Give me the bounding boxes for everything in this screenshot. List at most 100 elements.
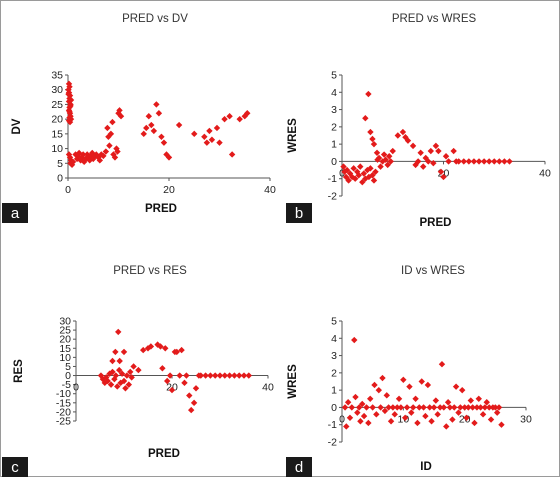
- data-point: [82, 155, 89, 163]
- data-point: [66, 108, 73, 115]
- data-point: [135, 366, 142, 374]
- data-point: [443, 423, 450, 430]
- chart-title: PRED vs RES: [113, 265, 187, 277]
- data-point: [236, 372, 243, 379]
- data-point: [359, 400, 366, 408]
- data-point: [178, 346, 185, 354]
- y-tick-label: 0: [57, 173, 63, 185]
- data-point: [116, 357, 123, 365]
- data-point: [418, 378, 425, 385]
- data-point: [197, 372, 204, 379]
- data-point: [434, 411, 441, 418]
- data-point: [451, 404, 458, 411]
- data-point: [444, 399, 452, 406]
- data-point: [477, 404, 484, 411]
- data-point: [483, 399, 490, 406]
- data-point: [343, 423, 350, 430]
- chart-panel-c: PRED vs RES-25-20-15-10-5051015202530020…: [2, 265, 274, 477]
- data-point: [383, 392, 390, 399]
- data-point: [430, 159, 437, 167]
- data-point: [435, 147, 442, 155]
- data-point: [385, 404, 392, 411]
- data-point: [192, 385, 200, 392]
- y-tick-label: 3: [331, 104, 337, 116]
- data-point: [426, 404, 433, 411]
- data-point: [473, 404, 481, 411]
- data-point: [207, 372, 214, 379]
- data-point: [465, 404, 472, 411]
- data-point: [450, 147, 457, 155]
- data-point: [120, 348, 128, 356]
- data-point: [465, 158, 473, 165]
- data-point: [190, 399, 198, 407]
- data-point: [241, 113, 248, 120]
- data-point: [475, 158, 483, 165]
- x-axis-label: PRED: [420, 217, 452, 229]
- y-tick-label: -25: [56, 416, 71, 428]
- data-point: [437, 168, 445, 175]
- x-axis-label: PRED: [145, 203, 177, 215]
- data-point: [216, 372, 224, 379]
- data-point: [158, 133, 165, 140]
- data-point: [186, 392, 193, 399]
- data-point: [65, 90, 72, 98]
- data-point: [120, 377, 128, 385]
- data-point: [373, 149, 381, 156]
- data-point: [495, 404, 503, 411]
- data-point: [440, 173, 447, 181]
- data-point: [475, 395, 482, 402]
- data-point: [373, 411, 380, 418]
- data-point: [100, 152, 107, 160]
- data-point: [480, 158, 488, 165]
- data-point: [370, 177, 378, 184]
- data-point: [380, 151, 388, 158]
- y-tick-label: 15: [59, 343, 71, 355]
- data-point: [403, 404, 411, 411]
- data-point: [75, 149, 83, 157]
- data-point: [409, 404, 417, 411]
- data-point: [498, 421, 505, 428]
- data-point: [427, 147, 435, 155]
- data-point: [345, 177, 352, 184]
- y-tick-label: -20: [56, 406, 71, 418]
- data-point: [145, 113, 152, 120]
- data-point: [491, 158, 498, 165]
- data-point: [455, 409, 462, 416]
- data-point: [123, 372, 131, 379]
- data-point: [369, 172, 376, 179]
- panel-label-box: [286, 457, 312, 477]
- data-point: [379, 374, 386, 382]
- data-point: [424, 381, 432, 389]
- data-point: [369, 404, 376, 411]
- data-point: [412, 395, 419, 402]
- data-point: [357, 163, 364, 170]
- data-point: [394, 132, 402, 139]
- chart-title: PRED vs WRES: [392, 13, 477, 25]
- data-point: [436, 404, 444, 411]
- data-point: [401, 414, 409, 421]
- data-point: [412, 161, 419, 169]
- data-point: [109, 357, 116, 365]
- data-point: [110, 151, 117, 158]
- data-point: [340, 163, 347, 170]
- data-point: [449, 416, 456, 423]
- data-point: [341, 404, 349, 411]
- data-point: [493, 409, 501, 416]
- panel-label: c: [11, 459, 19, 476]
- data-point: [176, 372, 183, 379]
- data-point: [375, 386, 382, 394]
- data-point: [116, 366, 123, 374]
- y-axis-label: WRES: [287, 364, 299, 399]
- data-point: [394, 404, 401, 411]
- data-point: [150, 127, 158, 135]
- data-point: [165, 154, 173, 161]
- data-point: [106, 142, 113, 149]
- data-point: [354, 409, 361, 416]
- data-point: [362, 115, 369, 122]
- data-point: [122, 385, 129, 392]
- data-point: [244, 110, 251, 117]
- x-tick-label: 20: [438, 167, 450, 179]
- x-tick-label: 0: [73, 382, 79, 394]
- data-point: [351, 336, 358, 344]
- data-point: [140, 346, 147, 354]
